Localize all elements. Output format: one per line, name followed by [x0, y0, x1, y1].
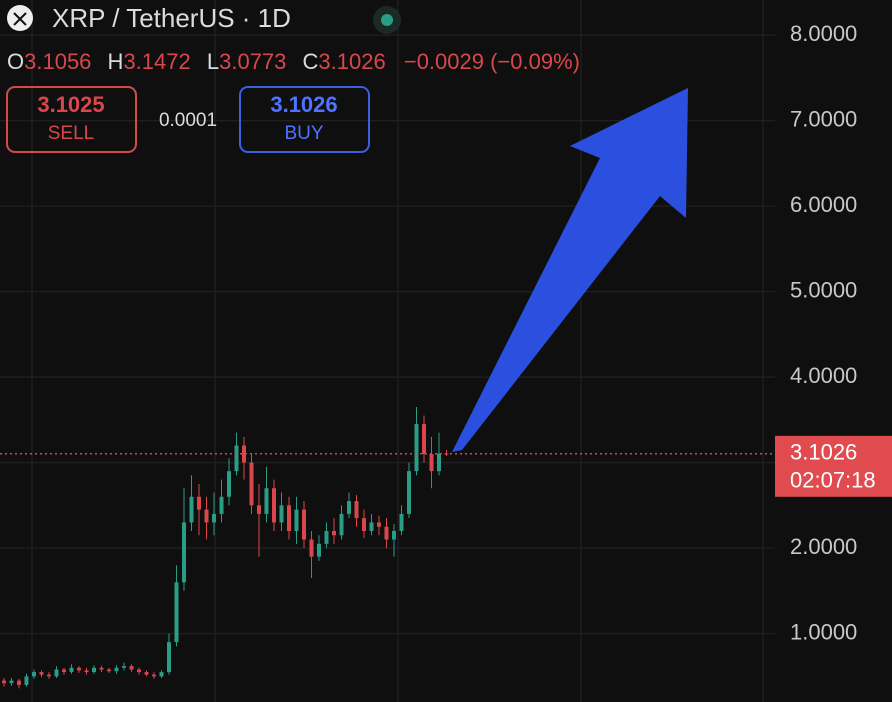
- candle-body: [369, 522, 374, 531]
- candle-body: [347, 501, 351, 514]
- candle-body: [242, 445, 246, 463]
- change: −0.0029 (−0.09%): [404, 49, 580, 74]
- candle-body: [77, 667, 81, 671]
- candle-body: [32, 672, 36, 677]
- buy-price: 3.1026: [270, 92, 337, 117]
- candle-body: [339, 513, 344, 536]
- candle-body: [122, 666, 126, 668]
- candle-body: [137, 669, 141, 673]
- countdown: 02:07:18: [790, 468, 876, 493]
- spread: 0.0001: [159, 110, 217, 131]
- y-tick-label: 7.0000: [790, 106, 857, 131]
- up-arrow: [452, 88, 688, 452]
- candle-body: [309, 539, 314, 557]
- candle-body: [144, 672, 149, 675]
- ohlc-letter: H: [108, 49, 124, 74]
- ohlc-letter: O: [7, 49, 24, 74]
- candle-body: [294, 509, 299, 531]
- candle-body: [414, 424, 419, 472]
- candle-body: [399, 513, 404, 531]
- candles: [2, 407, 449, 689]
- ohlc-row: O3.1056 H3.1472 L3.0773 C3.1026 −0.0029 …: [7, 49, 580, 74]
- candle-body: [92, 667, 96, 673]
- ohlc-value: 3.1056: [24, 49, 91, 74]
- candle-body: [152, 674, 156, 677]
- candle-body: [407, 471, 411, 514]
- grid: [0, 34, 775, 635]
- candle-body: [429, 454, 434, 472]
- candle-body: [174, 582, 179, 643]
- candle-body: [189, 496, 194, 523]
- candle-body: [264, 488, 269, 514]
- candle-body: [227, 471, 231, 497]
- candle-body: [249, 462, 254, 506]
- y-tick-label: 6.0000: [790, 192, 857, 217]
- buy-label: BUY: [284, 123, 323, 144]
- candle-body: [234, 445, 239, 472]
- candle-body: [279, 505, 284, 523]
- ohlc-value: 3.1026: [318, 49, 385, 74]
- candle-body: [287, 505, 291, 531]
- candle-body: [24, 676, 29, 685]
- candle-body: [362, 518, 366, 531]
- chart-title: XRP / TetherUS · 1D: [52, 3, 291, 33]
- last-price-label: 3.1026: [790, 440, 857, 465]
- candle-body: [332, 530, 336, 536]
- candle-body: [129, 666, 134, 670]
- candle-body: [114, 667, 119, 672]
- candle-body: [317, 543, 321, 557]
- status-dot: [381, 14, 393, 26]
- y-tick-label: 4.0000: [790, 363, 857, 388]
- candle-body: [47, 674, 51, 677]
- candle-body: [99, 667, 104, 670]
- candle-body: [204, 509, 209, 523]
- ohlc-letter: L: [207, 49, 219, 74]
- candle-body: [392, 530, 396, 540]
- ohlc-value: 3.0773: [219, 49, 286, 74]
- candle-body: [182, 522, 186, 583]
- candle-body: [84, 670, 89, 673]
- candle-body: [272, 488, 276, 523]
- candle-body: [437, 453, 441, 472]
- candle-body: [324, 530, 329, 544]
- candle-body: [39, 672, 44, 675]
- candle-body: [384, 526, 389, 540]
- y-tick-label: 5.0000: [790, 277, 857, 302]
- y-tick-label: 1.0000: [790, 619, 857, 644]
- candle-body: [167, 642, 171, 673]
- candle-body: [9, 680, 14, 684]
- overlay: 1.00002.00003.00004.00005.00006.00007.00…: [0, 21, 892, 644]
- ohlc-letter: C: [303, 49, 319, 74]
- last-price-box: [775, 435, 892, 497]
- candle-body: [69, 667, 74, 673]
- candle-body: [107, 669, 111, 672]
- candle-body: [197, 496, 201, 510]
- sell-button[interactable]: [6, 86, 137, 153]
- candle-body: [219, 496, 224, 514]
- candle-body: [422, 424, 426, 455]
- vertical-grid: [31, 0, 764, 702]
- candle-body: [377, 522, 381, 527]
- candle-body: [257, 505, 261, 514]
- candle-body: [62, 669, 66, 673]
- candle-body: [2, 680, 6, 684]
- y-tick-label: 8.0000: [790, 21, 857, 46]
- close-icon-x: [13, 12, 27, 26]
- candle-body: [212, 513, 216, 523]
- sell-label: SELL: [48, 123, 94, 144]
- y-tick-label: 2.0000: [790, 534, 857, 559]
- candle-body: [354, 501, 359, 519]
- candle-body: [159, 672, 164, 677]
- ohlc-value: 3.1472: [123, 49, 190, 74]
- candle-body: [54, 669, 59, 677]
- buy-button[interactable]: [239, 86, 370, 153]
- sell-price: 3.1025: [37, 92, 104, 117]
- candle-body: [302, 509, 306, 540]
- candle-body: [17, 680, 21, 685]
